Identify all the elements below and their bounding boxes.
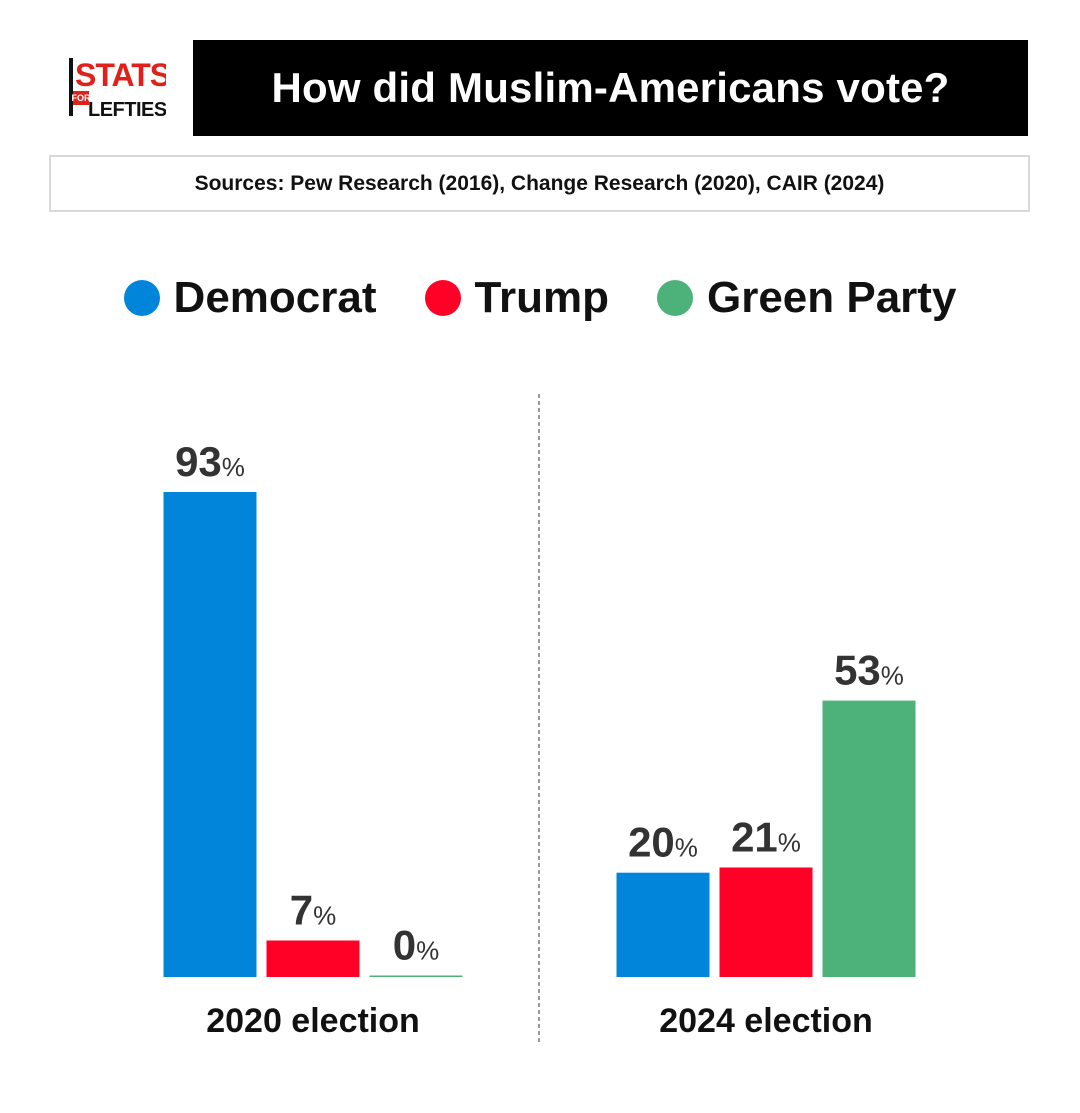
legend: Democrat Trump Green Party [0, 266, 1080, 330]
bar-trump-1 [266, 940, 360, 977]
page-title: How did Muslim-Americans vote? [271, 64, 950, 111]
logo-word-for: FOR [72, 93, 91, 103]
category-label-2: 2024 election [659, 1002, 873, 1040]
category-label-1: 2020 election [206, 1002, 420, 1040]
bar-democrat-1 [163, 492, 257, 977]
bar-trump-2 [719, 867, 813, 977]
data-label-green-party-2: 53% [834, 647, 904, 694]
logo-word-stats: STATS [75, 57, 166, 93]
title-bar: How did Muslim-Americans vote? [193, 40, 1028, 136]
logo-word-lefties: LEFTIES [88, 99, 166, 121]
legend-dot-trump [424, 280, 461, 316]
bar-green-party-1 [369, 975, 463, 977]
bar-democrat-2 [616, 872, 710, 977]
legend-dot-democrat [123, 280, 160, 316]
data-label-green-party-1: 0% [393, 922, 439, 969]
legend-item-green-party: Green Party [656, 273, 957, 323]
legend-dot-green-party [656, 280, 693, 316]
data-label-trump-2: 21% [731, 813, 801, 860]
sources-box: Sources: Pew Research (2016), Change Res… [49, 155, 1030, 212]
legend-item-trump: Trump [424, 273, 609, 323]
data-label-democrat-1: 93% [175, 438, 245, 485]
data-label-democrat-2: 20% [628, 819, 698, 866]
legend-label-democrat: Democrat [173, 273, 377, 322]
bar-green-party-2 [822, 700, 916, 977]
sources-text: Sources: Pew Research (2016), Change Res… [194, 171, 885, 195]
legend-item-democrat: Democrat [123, 273, 377, 323]
stats-for-lefties-logo: STATS FOR LEFTIES [66, 54, 166, 122]
legend-label-trump: Trump [474, 273, 609, 322]
bar-chart: 93% 7% 0% 2020 election 20% 21% 53% 2024 electi… [163, 394, 916, 1045]
data-label-trump-1: 7% [290, 886, 336, 933]
legend-label-green-party: Green Party [706, 273, 957, 322]
